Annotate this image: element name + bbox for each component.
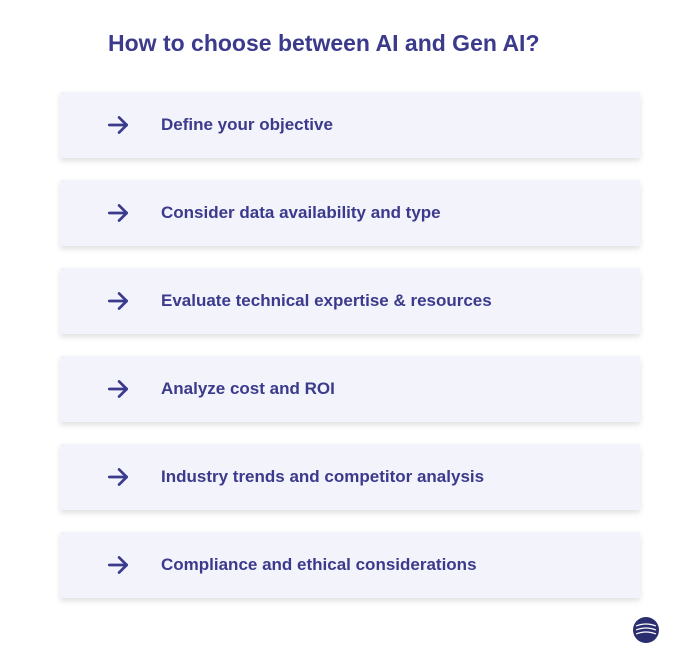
list-item: Analyze cost and ROI (60, 356, 640, 422)
list-item-label: Analyze cost and ROI (161, 379, 335, 399)
list-item: Define your objective (60, 92, 640, 158)
arrow-right-icon (105, 112, 131, 138)
arrow-right-icon (105, 200, 131, 226)
arrow-right-icon (105, 464, 131, 490)
arrow-right-icon (105, 288, 131, 314)
list-item: Compliance and ethical considerations (60, 532, 640, 598)
list-item: Industry trends and competitor analysis (60, 444, 640, 510)
list-item-label: Define your objective (161, 115, 333, 135)
list-item-label: Compliance and ethical considerations (161, 555, 477, 575)
list-item-label: Industry trends and competitor analysis (161, 467, 484, 487)
steps-list: Define your objective Consider data avai… (60, 92, 640, 598)
arrow-right-icon (105, 376, 131, 402)
list-item-label: Consider data availability and type (161, 203, 441, 223)
brand-logo-icon (632, 616, 660, 644)
arrow-right-icon (105, 552, 131, 578)
list-item-label: Evaluate technical expertise & resources (161, 291, 492, 311)
list-item: Consider data availability and type (60, 180, 640, 246)
list-item: Evaluate technical expertise & resources (60, 268, 640, 334)
page-title: How to choose between AI and Gen AI? (60, 30, 640, 57)
